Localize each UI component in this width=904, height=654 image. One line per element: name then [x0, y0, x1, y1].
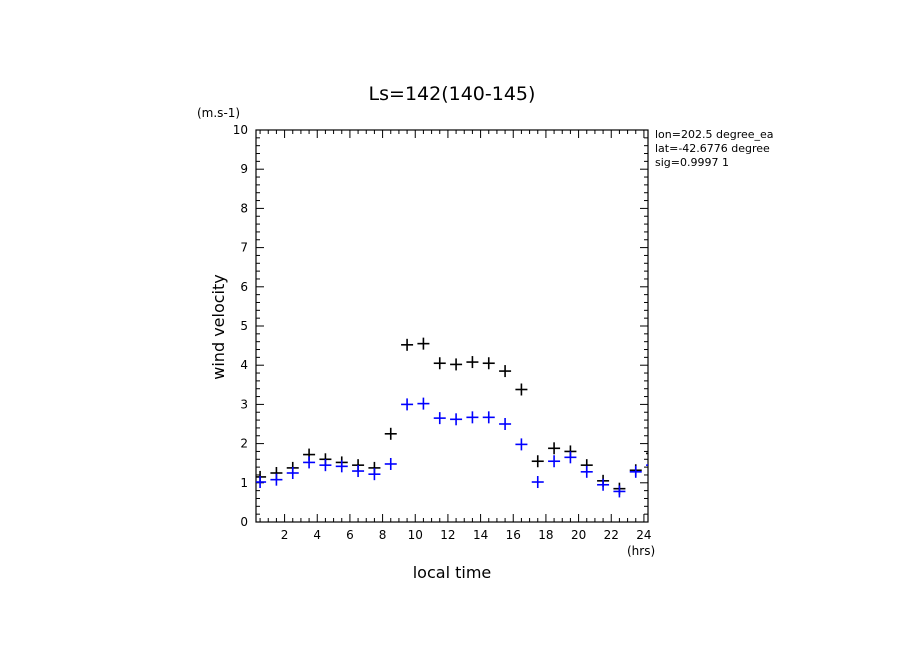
- data-point-series-2: [580, 465, 593, 478]
- data-point-series-1: [417, 337, 430, 350]
- data-point-series-2: [335, 460, 348, 473]
- data-point-series-2: [256, 476, 267, 489]
- y-tick-label: 10: [233, 123, 248, 137]
- y-tick-label: 1: [240, 476, 248, 490]
- y-tick-label: 3: [240, 397, 248, 411]
- x-tick-label: 6: [346, 528, 354, 542]
- x-tick-label: 2: [281, 528, 289, 542]
- y-tick-label: 0: [240, 515, 248, 529]
- x-axis-label: local time: [413, 563, 492, 582]
- y-unit-label: (m.s-1): [197, 106, 240, 120]
- data-point-series-2: [450, 413, 463, 426]
- x-unit-label: (hrs): [627, 544, 655, 558]
- data-point-series-2: [368, 468, 381, 481]
- data-point-series-1: [401, 338, 414, 351]
- data-point-series-2: [433, 412, 446, 425]
- annotation-sig: sig=0.9997 1: [655, 156, 729, 169]
- y-tick-label: 8: [240, 201, 248, 215]
- x-tick-label: 14: [473, 528, 488, 542]
- annotation-lon: lon=202.5 degree_ea: [655, 128, 774, 141]
- x-tick-label: 10: [408, 528, 423, 542]
- y-tick-label: 4: [240, 358, 248, 372]
- data-point-series-1: [433, 357, 446, 370]
- x-tick-label: 8: [379, 528, 387, 542]
- x-tick-label: 4: [313, 528, 321, 542]
- data-point-series-2: [548, 455, 561, 468]
- data-point-series-1: [499, 365, 512, 378]
- y-tick-label: 9: [240, 162, 248, 176]
- y-axis-label: wind velocity: [209, 274, 228, 379]
- data-point-series-2: [303, 456, 316, 469]
- annotation-lat: lat=-42.6776 degree: [655, 142, 770, 155]
- data-point-series-1: [466, 356, 479, 369]
- data-point-series-2: [466, 411, 479, 424]
- data-point-series-2: [613, 485, 626, 498]
- x-tick-label: 16: [506, 528, 521, 542]
- data-points: [256, 337, 648, 498]
- data-point-series-1: [531, 455, 544, 468]
- data-point-series-2: [531, 476, 544, 489]
- x-tick-label: 22: [604, 528, 619, 542]
- data-point-series-2: [319, 459, 332, 472]
- data-point-series-1: [548, 442, 561, 455]
- data-point-series-1: [515, 383, 528, 396]
- data-point-series-2: [629, 465, 642, 478]
- x-tick-label: 18: [538, 528, 553, 542]
- x-tick-label: 20: [571, 528, 586, 542]
- data-point-series-2: [482, 411, 495, 424]
- data-point-series-2: [286, 467, 299, 479]
- chart-title: Ls=142(140-145): [369, 83, 536, 105]
- data-point-series-2: [597, 478, 610, 491]
- data-point-series-2: [417, 397, 430, 410]
- y-tick-label: 2: [240, 437, 248, 451]
- data-point-series-2: [352, 465, 365, 478]
- x-tick-label: 24: [636, 528, 651, 542]
- data-point-series-1: [482, 357, 495, 370]
- x-tick-label: 12: [440, 528, 455, 542]
- y-tick-label: 5: [240, 319, 248, 333]
- data-point-series-1: [450, 358, 463, 371]
- data-point-series-2: [564, 451, 577, 464]
- data-point-series-2: [515, 438, 528, 451]
- y-tick-label: 6: [240, 280, 248, 294]
- data-point-series-1: [384, 427, 397, 440]
- data-point-series-2: [270, 473, 283, 486]
- data-point-series-2: [384, 457, 397, 470]
- data-point-series-2: [401, 398, 414, 411]
- y-tick-label: 7: [240, 241, 248, 255]
- data-point-series-2: [499, 418, 512, 430]
